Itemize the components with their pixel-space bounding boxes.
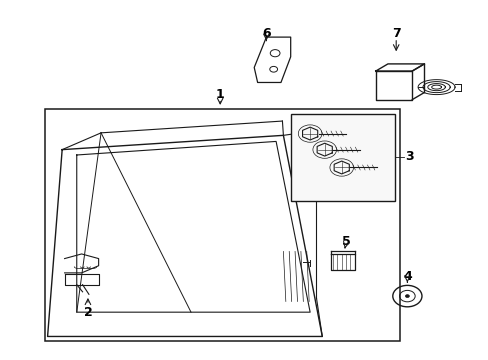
Text: 3: 3	[404, 150, 413, 163]
Bar	[45, 109, 399, 341]
Text: 7: 7	[391, 27, 400, 40]
Text: 5: 5	[342, 235, 350, 248]
Circle shape	[405, 295, 408, 297]
Text: 4: 4	[402, 270, 411, 283]
Bar	[290, 114, 394, 202]
Text: 6: 6	[262, 27, 270, 40]
Text: 2: 2	[83, 306, 92, 319]
Text: 1: 1	[215, 89, 224, 102]
